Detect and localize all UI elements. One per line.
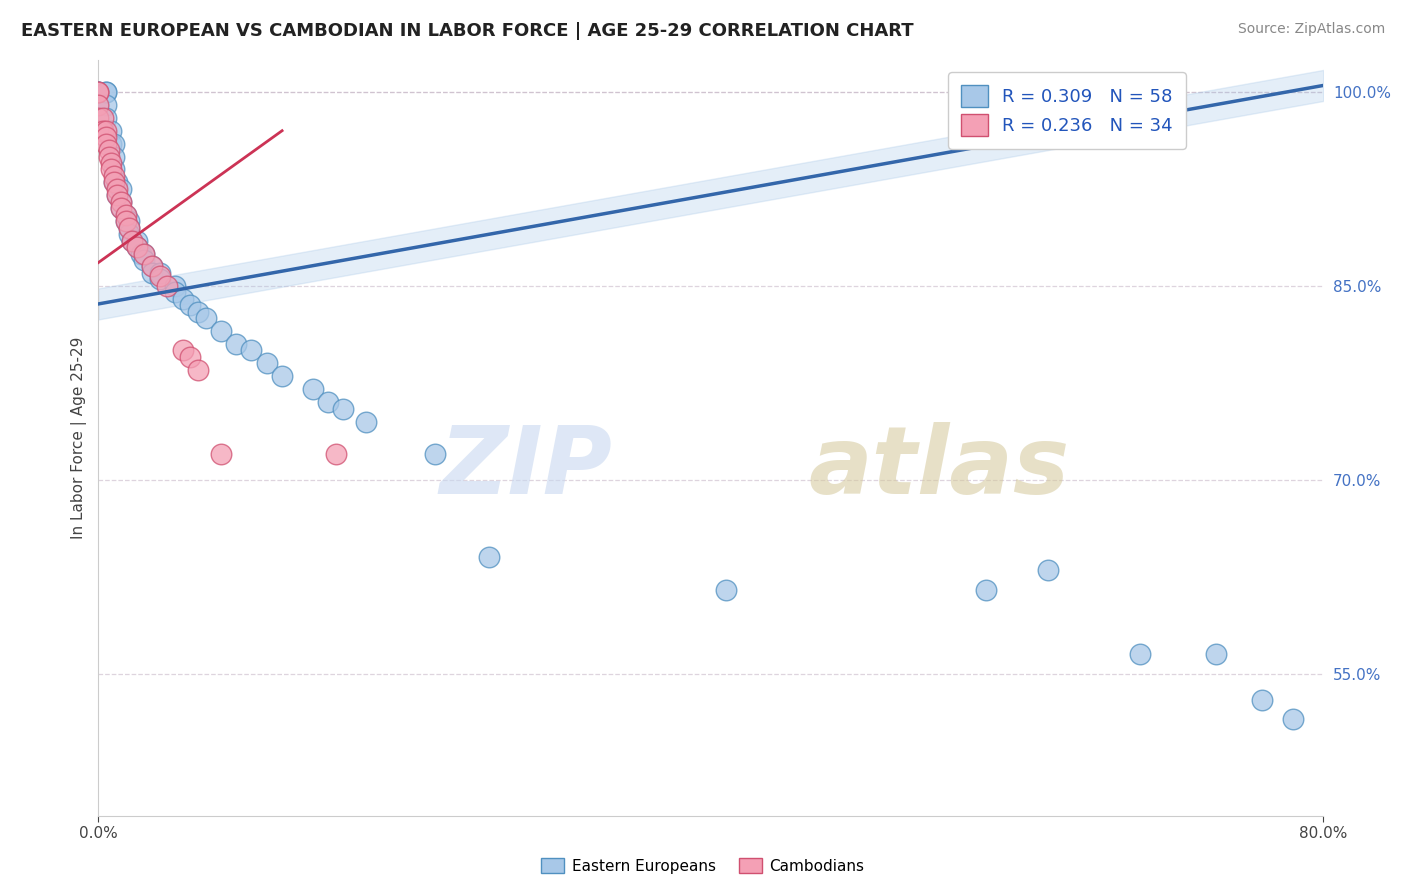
Point xyxy=(103,136,125,151)
Point xyxy=(976,582,998,597)
Point xyxy=(115,214,138,228)
Point xyxy=(110,194,132,209)
Point xyxy=(110,194,132,209)
Point xyxy=(1251,692,1274,706)
Point xyxy=(194,311,217,326)
Point xyxy=(225,337,247,351)
Point xyxy=(115,214,138,228)
Point xyxy=(87,85,110,99)
Point xyxy=(256,356,278,370)
Point xyxy=(134,246,156,260)
Point xyxy=(110,201,132,215)
Point xyxy=(301,382,323,396)
Point xyxy=(187,304,209,318)
Point xyxy=(129,246,152,260)
Point xyxy=(87,85,110,99)
Point xyxy=(1281,712,1303,726)
Point xyxy=(478,550,501,565)
Point xyxy=(209,324,232,338)
Point xyxy=(149,272,172,286)
Point xyxy=(87,124,110,138)
Point xyxy=(316,395,339,409)
Point xyxy=(240,343,263,358)
Point xyxy=(103,176,125,190)
Point xyxy=(98,143,121,157)
Point xyxy=(103,169,125,183)
Point xyxy=(87,98,110,112)
Text: atlas: atlas xyxy=(808,422,1070,514)
Point xyxy=(271,369,294,384)
Point xyxy=(1205,648,1227,662)
Point xyxy=(356,415,378,429)
Point xyxy=(156,278,179,293)
Text: Source: ZipAtlas.com: Source: ZipAtlas.com xyxy=(1237,22,1385,37)
Point xyxy=(103,176,125,190)
Point xyxy=(163,285,186,300)
Point xyxy=(94,85,117,99)
Point xyxy=(714,582,737,597)
Point xyxy=(94,111,117,125)
Point xyxy=(121,234,143,248)
Text: EASTERN EUROPEAN VS CAMBODIAN IN LABOR FORCE | AGE 25-29 CORRELATION CHART: EASTERN EUROPEAN VS CAMBODIAN IN LABOR F… xyxy=(21,22,914,40)
Point xyxy=(87,98,110,112)
Point xyxy=(94,124,117,138)
Point xyxy=(172,292,194,306)
Legend: Eastern Europeans, Cambodians: Eastern Europeans, Cambodians xyxy=(536,852,870,880)
Point xyxy=(118,220,141,235)
Point xyxy=(141,260,163,274)
Point xyxy=(110,182,132,196)
Point xyxy=(118,214,141,228)
Point xyxy=(172,343,194,358)
Point xyxy=(100,124,122,138)
Point xyxy=(1128,648,1150,662)
Point xyxy=(94,98,117,112)
Point xyxy=(98,150,121,164)
Text: ZIP: ZIP xyxy=(440,422,613,514)
Point xyxy=(332,401,354,416)
Point xyxy=(105,188,128,202)
Point xyxy=(110,201,132,215)
Point xyxy=(141,266,163,280)
Point xyxy=(91,111,114,125)
Point xyxy=(179,350,201,364)
Point xyxy=(141,260,163,274)
Point xyxy=(115,208,138,222)
Point xyxy=(87,85,110,99)
Point xyxy=(125,240,148,254)
Point xyxy=(325,447,347,461)
Point xyxy=(134,252,156,267)
Point xyxy=(163,278,186,293)
Point xyxy=(118,220,141,235)
Point xyxy=(209,447,232,461)
Point xyxy=(87,85,110,99)
Point xyxy=(134,246,156,260)
Y-axis label: In Labor Force | Age 25-29: In Labor Force | Age 25-29 xyxy=(72,336,87,539)
Point xyxy=(149,268,172,283)
Point xyxy=(87,85,110,99)
Point xyxy=(1036,563,1059,577)
Point xyxy=(100,136,122,151)
Point xyxy=(87,111,110,125)
Point xyxy=(425,447,447,461)
Point xyxy=(94,136,117,151)
Point xyxy=(105,176,128,190)
Point xyxy=(187,363,209,377)
Point xyxy=(94,85,117,99)
Point xyxy=(115,208,138,222)
Point xyxy=(121,234,143,248)
Point xyxy=(103,150,125,164)
Point xyxy=(125,234,148,248)
Legend: R = 0.309   N = 58, R = 0.236   N = 34: R = 0.309 N = 58, R = 0.236 N = 34 xyxy=(948,72,1185,149)
Point xyxy=(94,130,117,145)
Point xyxy=(149,266,172,280)
Point xyxy=(103,162,125,177)
Point xyxy=(179,298,201,312)
Point xyxy=(118,227,141,241)
Point xyxy=(105,182,128,196)
Point xyxy=(91,124,114,138)
Point xyxy=(100,156,122,170)
Point xyxy=(105,188,128,202)
Point xyxy=(125,240,148,254)
Point xyxy=(100,162,122,177)
